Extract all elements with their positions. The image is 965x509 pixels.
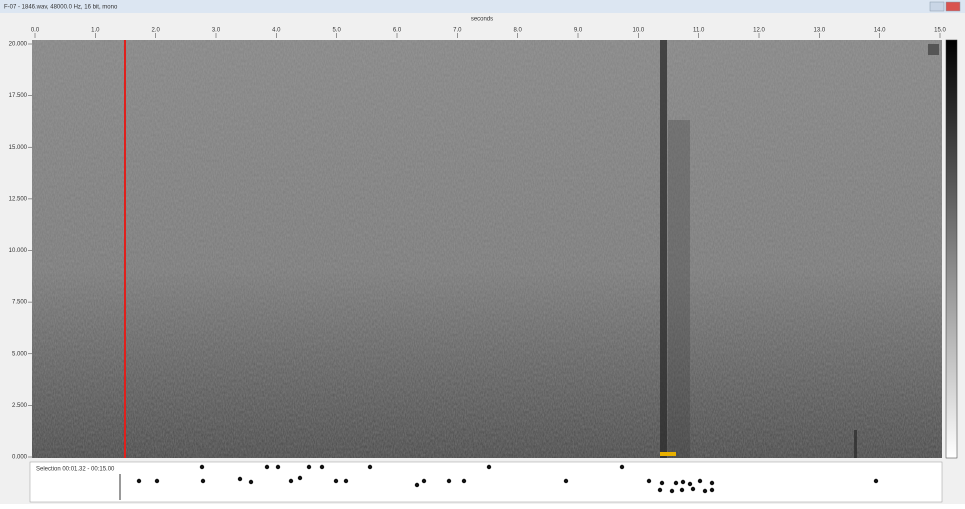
detection-dot [422,479,426,483]
x-tick-label: 8.0 [513,28,522,34]
detection-dot [368,465,372,469]
detection-dot [307,465,311,469]
x-tick-label: 11.0 [693,28,705,34]
detection-dot [298,476,302,480]
detection-dot [874,479,878,483]
x-tick-label: 15.0 [934,28,946,34]
spectrogram [32,40,942,458]
detection-dot [681,480,685,484]
annotation-track [30,462,942,502]
x-tick-label: 0.0 [31,28,40,34]
detection-dot [265,465,269,469]
detection-dot [238,477,242,481]
detection-marker [660,452,676,456]
detection-dot [698,479,702,483]
detection-dot [276,465,280,469]
spectrogram-noise [32,40,942,458]
y-tick-label: 17.500 [9,93,28,99]
signal-band-echo [668,120,690,458]
detection-dot [289,479,293,483]
signal-band [854,430,857,458]
x-tick-label: 3.0 [212,28,221,34]
color-bar [946,40,957,458]
detection-dot [462,479,466,483]
detection-dot [201,479,205,483]
detection-dot [564,479,568,483]
y-tick-label: 2.500 [12,403,28,409]
x-tick-label: 13.0 [813,28,825,34]
x-tick-label: 12.0 [753,28,765,34]
x-tick-label: 5.0 [332,28,341,34]
x-tick-label: 4.0 [272,28,281,34]
signal-band [660,40,667,458]
detection-dot [620,465,624,469]
detection-dot [447,479,451,483]
detection-dot [691,487,695,491]
detection-dot [670,489,674,493]
y-tick-label: 12.500 [9,196,28,202]
x-tick-label: 1.0 [91,28,100,34]
x-tick-label: 6.0 [393,28,402,34]
close-button[interactable] [946,2,960,11]
annotation-label: Selection 00:01.32 - 00:15.00 [36,467,115,473]
title-bar [0,0,965,13]
x-tick-label: 7.0 [453,28,462,34]
detection-dot [137,479,141,483]
detection-dot [710,488,714,492]
window-title: F-07 - 1846.wav, 48000.0 Hz, 16 bit, mon… [4,5,118,11]
detection-dot [155,479,159,483]
detection-dot [647,479,651,483]
detection-dot [249,480,253,484]
x-tick-label: 2.0 [151,28,160,34]
app-window: F-07 - 1846.wav, 48000.0 Hz, 16 bit, mon… [0,0,965,504]
detection-dot [320,465,324,469]
minimize-button[interactable] [930,2,944,11]
y-tick-label: 7.500 [12,300,28,306]
detection-dot [658,488,662,492]
detection-dot [680,488,684,492]
zoom-button[interactable] [928,44,939,55]
detection-dot [334,479,338,483]
page: F-07 - 1846.wav, 48000.0 Hz, 16 bit, mon… [0,0,965,504]
y-tick-label: 5.000 [12,351,28,357]
detection-dot [344,479,348,483]
detection-dot [688,482,692,486]
detection-dot [660,481,664,485]
detection-dot [415,483,419,487]
detection-dot [710,481,714,485]
x-tick-label: 9.0 [574,28,583,34]
x-axis-label: seconds [471,17,493,23]
x-tick-label: 14.0 [874,28,886,34]
y-tick-label: 0.000 [12,455,28,461]
y-tick-label: 20.000 [9,42,28,48]
y-tick-label: 15.000 [9,145,28,151]
detection-dot [674,481,678,485]
detection-dot [487,465,491,469]
x-tick-label: 10.0 [632,28,644,34]
detection-dot [200,465,204,469]
y-tick-label: 10.000 [9,248,28,254]
detection-dot [703,489,707,493]
